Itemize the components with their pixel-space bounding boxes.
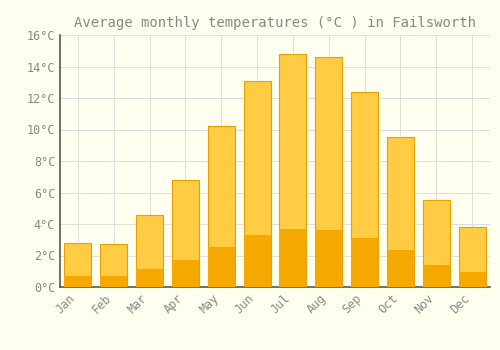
Bar: [100, 244, 127, 287]
Bar: [244, 81, 270, 287]
Bar: [64, 243, 92, 287]
Bar: [423, 265, 450, 287]
Bar: [280, 54, 306, 287]
Bar: [458, 272, 485, 287]
Bar: [316, 230, 342, 287]
Bar: [172, 180, 199, 287]
Title: Average monthly temperatures (°C ) in Failsworth: Average monthly temperatures (°C ) in Fa…: [74, 16, 476, 30]
Bar: [387, 137, 414, 287]
Bar: [280, 229, 306, 287]
Bar: [136, 269, 163, 287]
Bar: [423, 200, 450, 287]
Bar: [351, 238, 378, 287]
Bar: [100, 276, 127, 287]
Bar: [172, 260, 199, 287]
Bar: [208, 126, 234, 287]
Bar: [458, 227, 485, 287]
Bar: [136, 215, 163, 287]
Bar: [208, 247, 234, 287]
Bar: [244, 236, 270, 287]
Bar: [351, 92, 378, 287]
Bar: [387, 250, 414, 287]
Bar: [316, 57, 342, 287]
Bar: [64, 276, 92, 287]
